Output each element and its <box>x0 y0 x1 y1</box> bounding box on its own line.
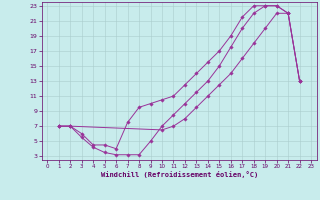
X-axis label: Windchill (Refroidissement éolien,°C): Windchill (Refroidissement éolien,°C) <box>100 171 258 178</box>
